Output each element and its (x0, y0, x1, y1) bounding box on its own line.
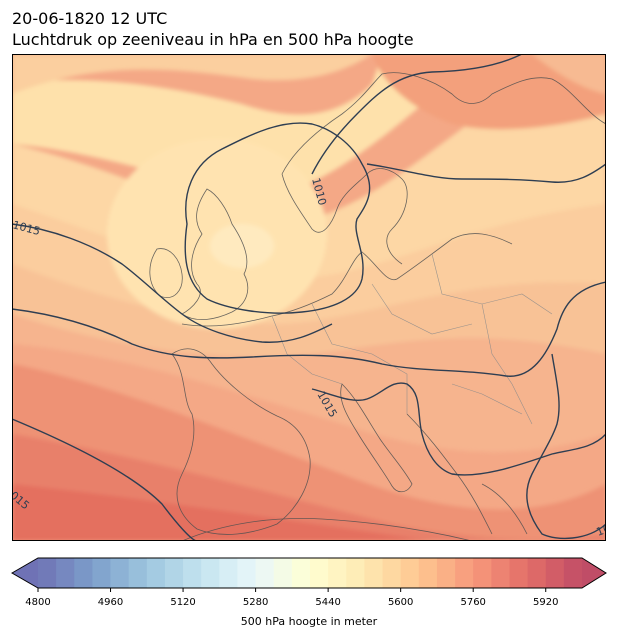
colorbar-swatch (418, 558, 438, 588)
colorbar-swatch (92, 558, 111, 588)
britain-coast (181, 188, 249, 321)
iberia-coast (171, 348, 311, 535)
colorbar-tick-label: 5280 (243, 597, 268, 608)
colorbar-tick-label: 5920 (533, 597, 558, 608)
isobar-alps (311, 382, 606, 476)
colorbar-label: 500 hPa hoogte in meter (241, 615, 378, 628)
band-east (532, 54, 606, 94)
africa-coast (181, 517, 473, 541)
colorbar-tick-label: 4960 (98, 597, 123, 608)
colorbar-swatch (201, 558, 220, 588)
colorbar-extend-high (582, 558, 606, 588)
colorbar-tick-label: 5120 (170, 597, 195, 608)
colorbar-tick-label: 5760 (460, 597, 485, 608)
colorbar-tick-label: 4800 (25, 597, 50, 608)
colorbar-swatch (455, 558, 474, 588)
colorbar-ticks: 4800 4960 5120 5280 5440 5600 5760 5920 (25, 588, 558, 608)
map-title: Luchtdruk op zeeniveau in hPa en 500 hPa… (12, 30, 414, 49)
colorbar-swatch (473, 558, 492, 588)
colorbar-swatch (219, 558, 238, 588)
height-field (12, 54, 606, 541)
band-northwest (12, 54, 372, 94)
borders (271, 253, 553, 425)
band-north-low (372, 54, 606, 130)
band-5600 (12, 54, 482, 194)
colorbar-swatch (545, 558, 565, 588)
colorbar: 4800 4960 5120 5280 5440 5600 5760 5920 500 hPa… (10, 557, 607, 628)
map-panel: 1010 1015 1015 1015 1015 (12, 54, 606, 541)
colorbar-swatch (74, 558, 93, 588)
colorbar-swatch (364, 558, 383, 588)
band-5840 (12, 484, 432, 541)
colorbar-swatch (110, 558, 130, 588)
continent-coast (181, 233, 513, 327)
colorbar-tick-label: 5600 (388, 597, 413, 608)
scandinavia-coast (281, 72, 606, 175)
colorbar-extend-low (12, 558, 38, 588)
colorbar-swatch (563, 558, 583, 588)
isobar-scandinavia (311, 54, 523, 175)
isobar-southeast (526, 353, 606, 540)
colorbar-swatch (527, 558, 547, 588)
colorbar-swatch (183, 558, 202, 588)
colorbar-swatch (436, 558, 456, 588)
colorbar-swatch (491, 558, 510, 588)
band-5720 (12, 264, 606, 357)
colorbar-swatch (146, 558, 166, 588)
isobar-high-ring (184, 122, 371, 314)
ireland-coast (149, 248, 183, 298)
colorbar-swatch (237, 558, 256, 588)
map-datetime: 20-06-1820 12 UTC (12, 9, 168, 28)
isobar-label-1015-east: 1015 (595, 517, 606, 539)
colorbar-swatch (400, 558, 420, 588)
colorbar-swatch (310, 558, 329, 588)
isobar-central (12, 281, 606, 377)
isobar-south (12, 418, 198, 541)
colorbar-swatch (509, 558, 528, 588)
colorbar-tick-label: 5440 (315, 597, 340, 608)
isobars (12, 54, 606, 541)
colorbar-swatch (38, 558, 57, 588)
colorbar-swatch (382, 558, 402, 588)
colorbar-swatch (346, 558, 365, 588)
colorbar-swatch (255, 558, 275, 588)
colorbar-swatch (328, 558, 347, 588)
colorbar-swatch (273, 558, 293, 588)
band-5760 (12, 314, 606, 453)
map-frame (12, 54, 606, 541)
colorbar-swatch (56, 558, 75, 588)
colorbar-swatch (164, 558, 184, 588)
italy-coast (340, 383, 413, 493)
colorbar-swatch (128, 558, 148, 588)
isobar-west (12, 223, 333, 343)
isobar-baltic (366, 163, 606, 183)
colorbar-swatch (291, 558, 311, 588)
colorbar-swatches (12, 558, 606, 588)
